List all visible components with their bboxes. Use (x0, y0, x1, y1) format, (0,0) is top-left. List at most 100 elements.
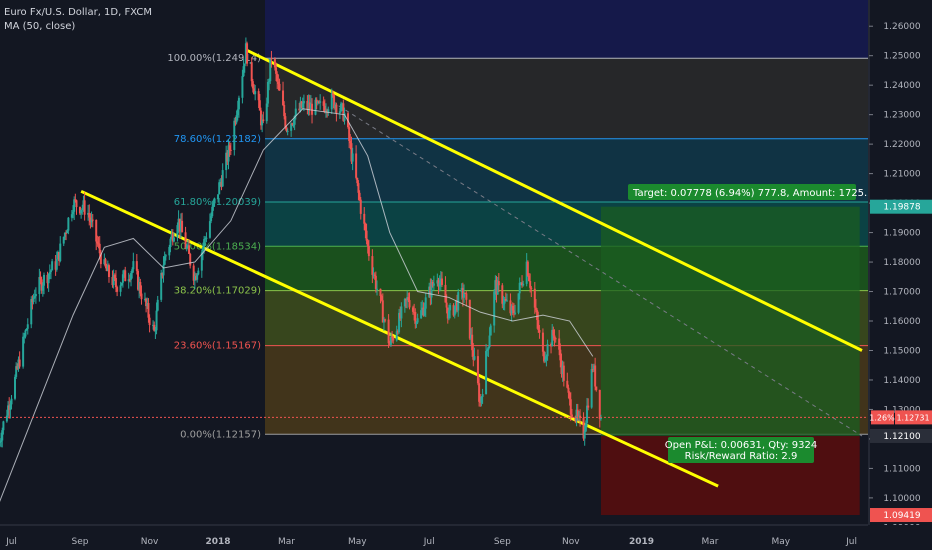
time-tick-label: Jul (5, 537, 17, 547)
candle-body (70, 214, 73, 218)
candle-body (17, 359, 20, 369)
candle-body (553, 335, 556, 339)
candle-body (405, 298, 408, 301)
candle-body (517, 293, 520, 313)
candle-body (32, 297, 35, 303)
candle-body (153, 324, 156, 331)
candle-body (197, 270, 200, 275)
candle-body (78, 207, 81, 214)
time-tick-label: Jul (423, 537, 435, 547)
candle-body (91, 219, 94, 221)
candle-body (292, 124, 295, 126)
candle-body (454, 300, 457, 306)
candle-body (536, 310, 539, 321)
candle-body (26, 324, 29, 329)
candle-body (359, 199, 362, 214)
candle-body (275, 67, 278, 74)
fib-level-label: 61.80%(1.20039) (174, 197, 261, 208)
candle-body (388, 343, 391, 345)
candle-body (162, 264, 165, 276)
candle-body (479, 401, 482, 403)
fib-level-label: 23.60%(1.15167) (174, 341, 261, 352)
candle-body (266, 82, 269, 104)
candle-body (489, 325, 492, 336)
candle-body (559, 349, 562, 361)
candle-body (594, 365, 597, 387)
candle-body (124, 270, 127, 282)
candle-body (464, 292, 467, 294)
chart-legend: Euro Fx/U.S. Dollar, 1D, FXCM MA (50, cl… (4, 6, 152, 34)
candle-body (387, 319, 390, 344)
candle-body (168, 247, 171, 256)
candle-body (384, 319, 387, 321)
price-tick-label: 1.17000 (883, 288, 920, 298)
candle-body (210, 216, 213, 222)
candle-body (39, 277, 42, 280)
candle-body (58, 251, 61, 262)
candle-body (416, 318, 419, 323)
price-tag-label: 1.19878 (883, 203, 920, 213)
fib-level-label: 100.00%(1.24914) (167, 53, 261, 64)
candle-body (268, 81, 271, 83)
fib-level-label: 50.00%(1.18534) (174, 241, 261, 252)
candle-body (189, 253, 192, 266)
candle-body (111, 276, 114, 286)
candle-body (246, 43, 249, 64)
candle-body (338, 111, 341, 114)
candle-body (185, 246, 188, 249)
projection-dashed-line (338, 105, 863, 437)
candle-body (30, 299, 33, 325)
candle-body (177, 218, 180, 226)
candle-body (261, 119, 264, 126)
candle-body (146, 303, 149, 307)
candle-body (135, 261, 138, 271)
candle-body (575, 409, 578, 421)
candle-body (5, 415, 8, 422)
candle-body (143, 298, 146, 300)
trend-channel-line (80, 189, 719, 488)
candle-body (446, 307, 449, 319)
candle-body (429, 286, 432, 298)
candle-body (286, 130, 289, 132)
candle-body (587, 405, 590, 408)
candle-body (201, 247, 204, 253)
price-tag (870, 508, 932, 523)
candle-body (59, 243, 62, 262)
candle-body (311, 103, 314, 115)
candle-body (23, 336, 26, 338)
candle-body (178, 218, 181, 232)
candle-body (324, 110, 327, 112)
candle-body (181, 220, 184, 233)
candle-body (497, 281, 500, 286)
candle-body (161, 272, 164, 276)
candle-body (262, 119, 265, 122)
candle-body (112, 274, 115, 286)
fib-level-label: 0.00%(1.12157) (180, 429, 261, 440)
candle-body (34, 294, 37, 297)
candle-body (257, 91, 260, 101)
candle-body (413, 311, 416, 313)
candle-body (306, 100, 309, 110)
candle-body (282, 90, 285, 106)
candle-body (554, 338, 557, 340)
candle-body (16, 366, 19, 369)
candle-body (323, 105, 326, 112)
candle-body (96, 241, 99, 244)
candle-body (461, 287, 464, 298)
candle-body (99, 253, 102, 265)
candle-body (395, 331, 398, 341)
candle-body (558, 338, 561, 350)
candle-body (552, 329, 555, 336)
candle-body (63, 232, 66, 237)
candle-body (521, 282, 524, 286)
candle-body (186, 245, 189, 247)
candle-body (229, 149, 232, 151)
candle-body (357, 183, 360, 193)
candle-body (307, 102, 310, 110)
candle-body (104, 259, 107, 267)
candle-body (534, 307, 537, 311)
candle-body (22, 336, 25, 367)
candle-body (208, 221, 211, 238)
candle-body (172, 237, 175, 242)
